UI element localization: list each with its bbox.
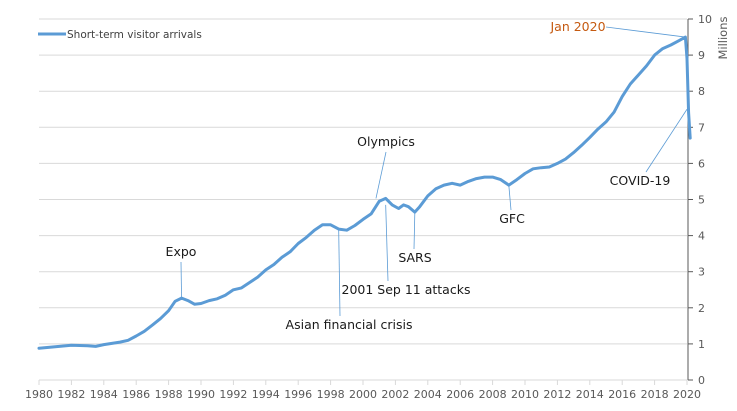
x-tick-label: 2016 (608, 388, 636, 401)
annotation-leader-line (508, 185, 512, 211)
y-tick-label: 5 (698, 194, 705, 207)
x-tick-label: 1980 (25, 388, 53, 401)
x-tick-label: 2000 (349, 388, 377, 401)
annotation-leader-lines (180, 26, 688, 317)
annotation-jan-2020: Jan 2020 (549, 19, 605, 34)
annotation-leader-line (375, 151, 387, 199)
annotations: Expo Asian financial crisis Olympics 200… (166, 19, 671, 332)
annotation-leader-line (385, 204, 389, 282)
annotation-leader-line (645, 109, 688, 173)
x-tick-label: 2008 (479, 388, 507, 401)
x-tick-label: 1986 (122, 388, 150, 401)
annotation-covid-19: COVID-19 (610, 173, 671, 188)
y-axis-title: Millions (716, 16, 730, 59)
y-tick-label: 10 (698, 13, 712, 26)
x-axis: 1980 1982 1984 1986 1988 1990 1992 1994 1996 1998… (25, 379, 701, 401)
x-tick-label: 1988 (155, 388, 183, 401)
x-tick-label: 1996 (284, 388, 312, 401)
x-tick-label: 2012 (543, 388, 571, 401)
annotation-leader-line (605, 26, 686, 38)
annotation-gfc: GFC (499, 211, 525, 226)
y-tick-label: 9 (698, 49, 705, 62)
y-tick-label: 0 (698, 374, 705, 387)
y-tick-label: 1 (698, 338, 705, 351)
x-tick-label: 1984 (90, 388, 118, 401)
x-tick-label: 1994 (252, 388, 280, 401)
y-axis: 0 1 2 3 4 5 6 7 8 9 10 (687, 13, 712, 387)
x-tick-label: 2010 (511, 388, 539, 401)
x-tick-label: 1990 (187, 388, 215, 401)
series-line-short-term-visitor-arrivals (37, 35, 692, 350)
legend-label: Short-term visitor arrivals (67, 29, 202, 41)
x-tick-label: 2006 (446, 388, 474, 401)
y-tick-label: 7 (698, 121, 705, 134)
y-tick-label: 6 (698, 157, 705, 170)
annotation-leader-line (338, 230, 341, 317)
y-tick-label: 3 (698, 266, 705, 279)
x-tick-label: 2014 (576, 388, 604, 401)
y-tick-label: 2 (698, 302, 705, 315)
annotation-sep-11: 2001 Sep 11 attacks (342, 282, 471, 297)
x-tick-label: 1982 (57, 388, 85, 401)
x-tick-label: 1992 (219, 388, 247, 401)
annotation-sars: SARS (398, 250, 431, 265)
gridlines (39, 18, 687, 345)
x-tick-label: 2020 (673, 388, 701, 401)
x-tick-label: 2004 (414, 388, 442, 401)
x-tick-label: 2018 (641, 388, 669, 401)
x-tick-label: 1998 (317, 388, 345, 401)
annotation-olympics: Olympics (357, 134, 415, 149)
annotation-asian-financial-crisis: Asian financial crisis (286, 317, 413, 332)
x-tick-label: 2002 (381, 388, 409, 401)
annotation-expo: Expo (166, 244, 197, 259)
annotation-leader-line (180, 261, 182, 299)
annotation-leader-line (413, 212, 416, 250)
y-tick-label: 8 (698, 85, 705, 98)
y-tick-label: 4 (698, 230, 705, 243)
legend: Short-term visitor arrivals (38, 29, 202, 41)
